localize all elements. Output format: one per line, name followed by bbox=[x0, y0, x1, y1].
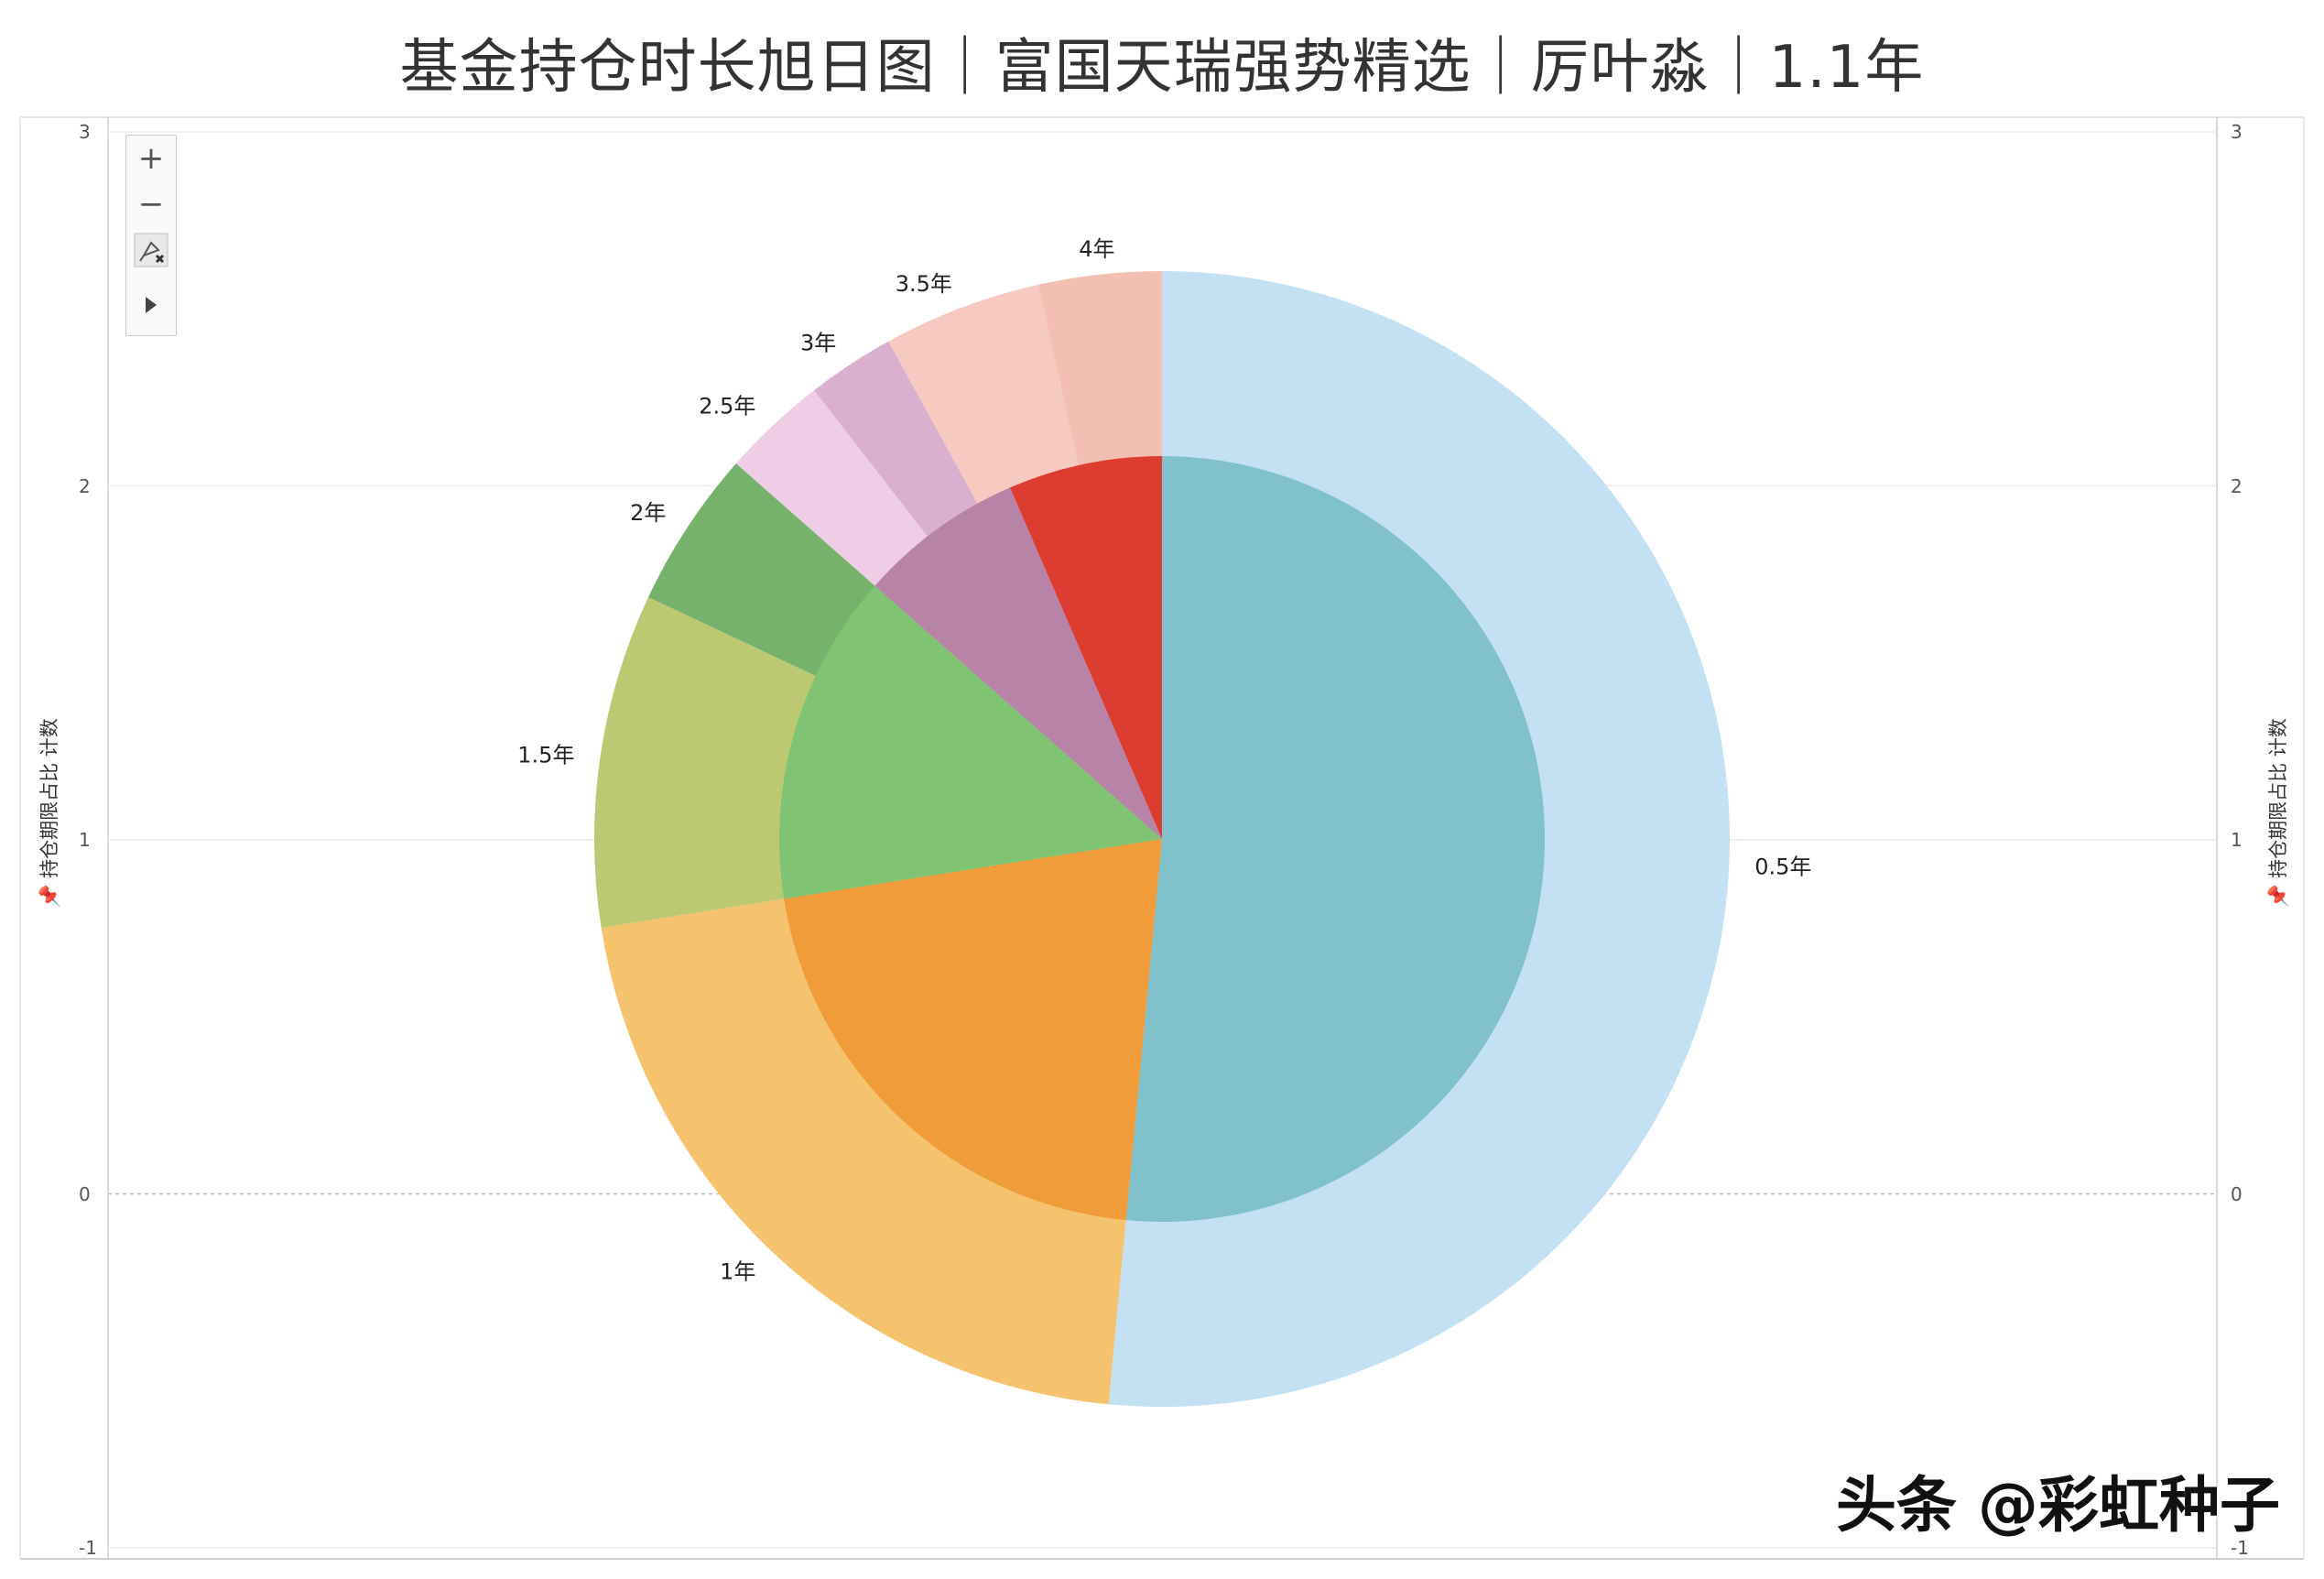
left-tick-label: 2 bbox=[79, 474, 91, 497]
left-tick-label: 3 bbox=[79, 121, 91, 143]
slice-label: 3年 bbox=[800, 330, 836, 355]
watermark: 头条 @彩虹种子 bbox=[1836, 1470, 2280, 1541]
play-button[interactable] bbox=[126, 282, 176, 328]
left-axis-title-text: 持仓期限占比 计数 bbox=[38, 718, 60, 878]
play-icon bbox=[146, 297, 157, 313]
slice-label: 4年 bbox=[1079, 236, 1114, 262]
right-tick-label: -1 bbox=[2231, 1537, 2249, 1559]
zoom-in-button[interactable]: + bbox=[137, 140, 165, 177]
rings bbox=[594, 271, 1731, 1408]
right-axis-title: 📌 持仓期限占比 计数 bbox=[2264, 718, 2291, 909]
slice-label: 1年 bbox=[720, 1258, 755, 1284]
pin-icon[interactable]: 📌 bbox=[2267, 884, 2289, 909]
unpin-icon bbox=[134, 233, 168, 267]
right-tick-label: 0 bbox=[2231, 1182, 2243, 1205]
right-tick-label: 2 bbox=[2231, 474, 2243, 497]
pin-icon[interactable]: 📌 bbox=[38, 884, 60, 909]
zoom-toolbar: + − bbox=[125, 135, 177, 336]
chart-title: 基金持仓时长旭日图｜富国天瑞强势精选｜厉叶淼｜1.1年 bbox=[399, 34, 1925, 102]
slice-label: 2.5年 bbox=[699, 394, 755, 419]
left-tick-label: 1 bbox=[79, 829, 91, 851]
right-tick-label: 3 bbox=[2231, 121, 2243, 143]
inner-slice[interactable] bbox=[1009, 456, 1162, 839]
inner-slice[interactable] bbox=[779, 585, 1162, 899]
pin-reset-button[interactable] bbox=[126, 227, 176, 273]
slice-label: 3.5年 bbox=[896, 271, 952, 297]
slice-label: 2年 bbox=[630, 500, 666, 526]
slice-labels: 0.5年 1年 1.5年 2年 2.5年 3年 3.5年 4年 bbox=[517, 236, 1811, 1284]
inner-slice[interactable] bbox=[1125, 456, 1545, 1222]
left-tick-label: 0 bbox=[79, 1182, 91, 1205]
slice-label: 1.5年 bbox=[517, 743, 574, 768]
plot-frame bbox=[19, 116, 2305, 1560]
inner-slice[interactable] bbox=[874, 487, 1162, 839]
inner-slice[interactable] bbox=[784, 839, 1162, 1221]
slice-label: 0.5年 bbox=[1754, 855, 1811, 880]
left-axis-title: 📌 持仓期限占比 计数 bbox=[35, 718, 62, 909]
left-tick-label: -1 bbox=[79, 1537, 97, 1559]
zoom-out-button[interactable]: − bbox=[137, 186, 165, 223]
right-tick-label: 1 bbox=[2231, 829, 2243, 851]
right-axis-title-text: 持仓期限占比 计数 bbox=[2267, 718, 2289, 878]
